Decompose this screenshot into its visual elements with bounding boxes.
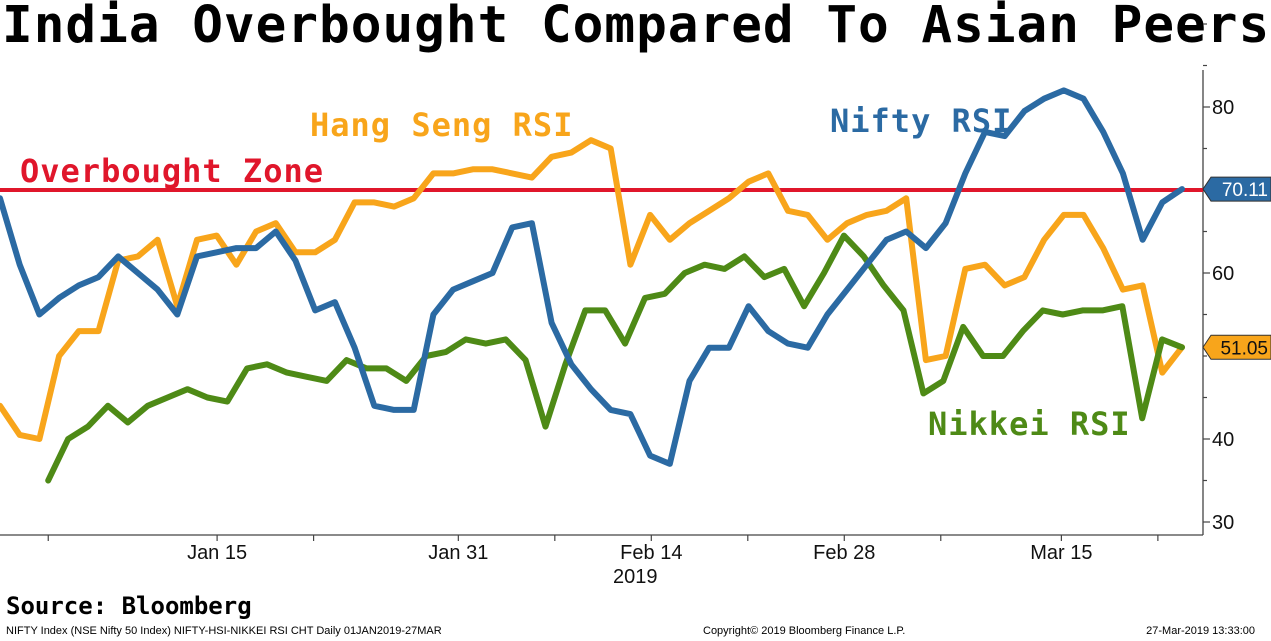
x-tick-label: Jan 31 [428,542,488,564]
chart-title: India Overbought Compared To Asian Peers [2,0,1271,55]
x-tick-label: Feb 14 [620,542,682,564]
footer-ticker-info: NIFTY Index (NSE Nifty 50 Index) NIFTY-H… [6,625,442,637]
nifty-rsi-line [0,87,1185,467]
x-axis-year-label: 2019 [613,566,658,588]
overbought-zone-label: Overbought Zone [20,152,324,190]
hangseng-last-value-tag: 51.05 [1202,334,1271,360]
footer-timestamp: 27-Mar-2019 13:33:00 [1146,625,1255,637]
nifty-last-value: 70.11 [1222,180,1268,201]
nikkei-rsi-line [45,232,1185,484]
nifty-last-value-box [1202,176,1271,202]
footer-copyright: Copyright© 2019 Bloomberg Finance L.P. [703,625,906,637]
hangseng-last-value: 51.05 [1220,338,1268,359]
nikkei-rsi-label: Nikkei RSI [928,405,1131,443]
x-tick-label: Jan 15 [187,542,247,564]
hangseng-last-value-box [1202,334,1271,360]
y-tick-label: 30 [1212,512,1234,534]
y-tick-label: 40 [1212,429,1234,451]
hangseng-rsi-line [0,137,1185,442]
y-tick-label: 80 [1212,97,1234,119]
y-tick-label: 60 [1212,263,1234,285]
nifty-last-value-tag: 70.11 [1202,176,1271,202]
hangseng-rsi-label: Hang Seng RSI [310,106,573,144]
rsi-line-chart: 30 40 60 80 Jan 15 Jan 31 Feb 14 Feb 28 Mar 15 20… [0,23,1271,588]
source-label: Source: Bloomberg [6,592,252,620]
x-tick-label: Feb 28 [813,542,875,564]
x-tick-label: Mar 15 [1030,542,1092,564]
nifty-rsi-label: Nifty RSI [830,102,1012,140]
